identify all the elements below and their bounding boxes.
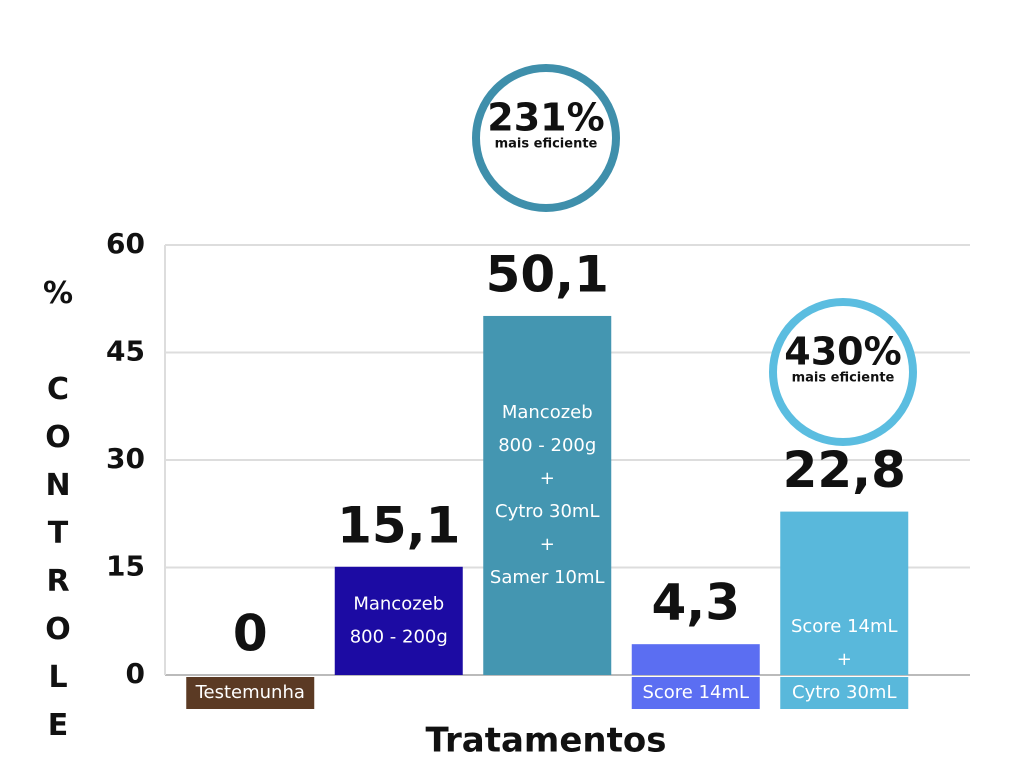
category-label: + bbox=[837, 649, 852, 670]
x-axis-label: Tratamentos bbox=[426, 721, 667, 761]
category-label: 800 - 200g bbox=[498, 435, 596, 456]
category-label-bg bbox=[186, 677, 315, 709]
category-label: Samer 20mL bbox=[787, 748, 902, 769]
category-label: + bbox=[540, 468, 555, 489]
bar bbox=[631, 644, 760, 675]
annotation-circle bbox=[472, 64, 620, 212]
annotation-subtext: mais eficiente bbox=[792, 371, 895, 386]
category-label: + bbox=[540, 534, 555, 555]
annotation-text: 231% bbox=[487, 96, 604, 140]
annotation-text: 430% bbox=[784, 330, 901, 374]
category-label: Mancozeb bbox=[502, 402, 593, 423]
annotation-circle bbox=[769, 298, 917, 446]
annotation-subtext: mais eficiente bbox=[495, 137, 598, 152]
y-tick-label: 45 bbox=[106, 335, 145, 368]
category-label: Testemunha bbox=[195, 682, 305, 703]
category-label-bg bbox=[631, 677, 760, 709]
category-label: Cytro 30mL bbox=[792, 682, 896, 703]
value-label: 22,8 bbox=[783, 441, 906, 499]
category-label: Score 14mL bbox=[642, 682, 749, 703]
value-label: 50,1 bbox=[486, 245, 609, 303]
y-axis-label: % CONTROLE bbox=[41, 276, 76, 756]
category-label: + bbox=[837, 715, 852, 736]
y-tick-label: 15 bbox=[106, 550, 145, 583]
category-label: Samer 10mL bbox=[490, 567, 605, 588]
value-label: 4,3 bbox=[651, 574, 740, 632]
value-label: 0 bbox=[233, 605, 268, 663]
category-label: 800 - 200g bbox=[350, 626, 448, 647]
bar bbox=[483, 315, 612, 675]
y-tick-label: 60 bbox=[106, 227, 145, 260]
y-tick-label: 30 bbox=[106, 442, 145, 475]
category-label-bg bbox=[780, 677, 909, 709]
category-label: Mancozeb bbox=[353, 593, 444, 614]
category-label: Cytro 30mL bbox=[495, 501, 599, 522]
bar bbox=[334, 566, 463, 675]
bar bbox=[780, 511, 909, 675]
category-label: Score 14mL bbox=[791, 616, 898, 637]
y-tick-label: 0 bbox=[126, 657, 145, 690]
value-label: 15,1 bbox=[337, 496, 460, 554]
